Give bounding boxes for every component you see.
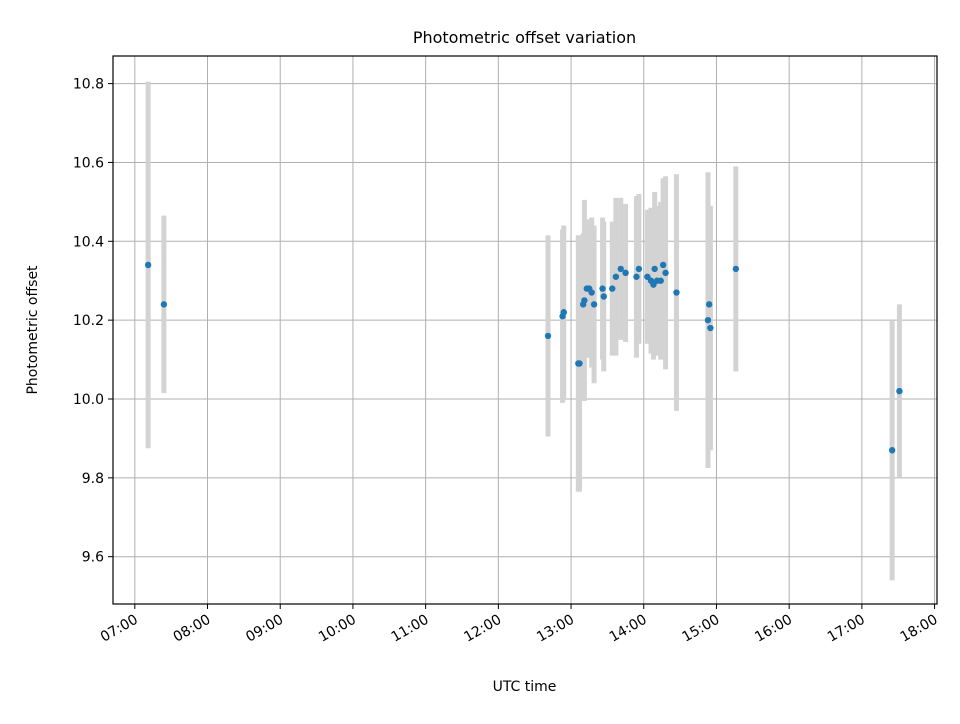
data-point [707,324,714,332]
y-tick-label: 9.8 [82,471,104,487]
data-point [705,301,713,308]
y-tick-label: 9.6 [82,550,104,566]
data-point [612,273,620,280]
y-tick-label: 10.4 [73,234,104,250]
x-tick-label: 14:00 [607,612,650,646]
x-axis-ticks: 07:00 08:00 09:00 10:00 11:00 12:00 13:00 14:00… [98,604,941,646]
data-point [617,265,624,273]
data-point [651,265,658,273]
data-point [704,316,712,324]
x-tick-label: 09:00 [243,612,286,646]
x-tick-label: 07:00 [98,612,141,646]
x-tick-label: 13:00 [534,612,577,646]
data-point [657,277,664,284]
data-point [560,309,567,316]
errorbars [145,81,902,581]
data-point [633,273,640,280]
data-point [576,360,583,367]
x-axis-label: UTC time [493,679,557,695]
x-tick-label: 16:00 [752,612,795,646]
data-point [600,293,607,300]
x-tick-label: 17:00 [825,612,868,646]
x-tick-label: 08:00 [171,612,214,646]
data-point [622,269,629,277]
data-point [732,265,740,273]
y-axis-label: Photometric offset [25,265,41,395]
data-point [662,269,669,277]
y-tick-label: 10.2 [73,313,104,329]
data-point [888,447,896,454]
data-point [673,289,680,296]
data-point [599,285,606,292]
data-point [588,289,595,296]
data-points [144,261,903,454]
data-point [896,387,903,395]
x-tick-label: 10:00 [316,612,359,646]
x-tick-label: 12:00 [461,612,504,646]
x-tick-label: 18:00 [898,612,941,646]
data-point [144,261,152,269]
plot-frame [112,55,938,605]
data-point [160,301,168,308]
y-tick-label: 10.0 [73,392,104,408]
x-tick-label: 11:00 [389,612,432,646]
data-point [635,265,643,273]
data-point [590,301,598,308]
y-axis-ticks: 9.6 9.8 10.0 10.2 10.4 10.6 10.8 [73,77,113,566]
data-point [581,297,588,304]
gridlines [113,56,937,604]
data-point [659,261,667,269]
chart-title: Photometric offset variation [413,28,636,47]
data-point [609,285,616,292]
x-tick-label: 15:00 [680,612,723,646]
y-tick-label: 10.8 [73,77,104,93]
data-point [544,332,552,340]
y-tick-label: 10.6 [73,155,104,171]
